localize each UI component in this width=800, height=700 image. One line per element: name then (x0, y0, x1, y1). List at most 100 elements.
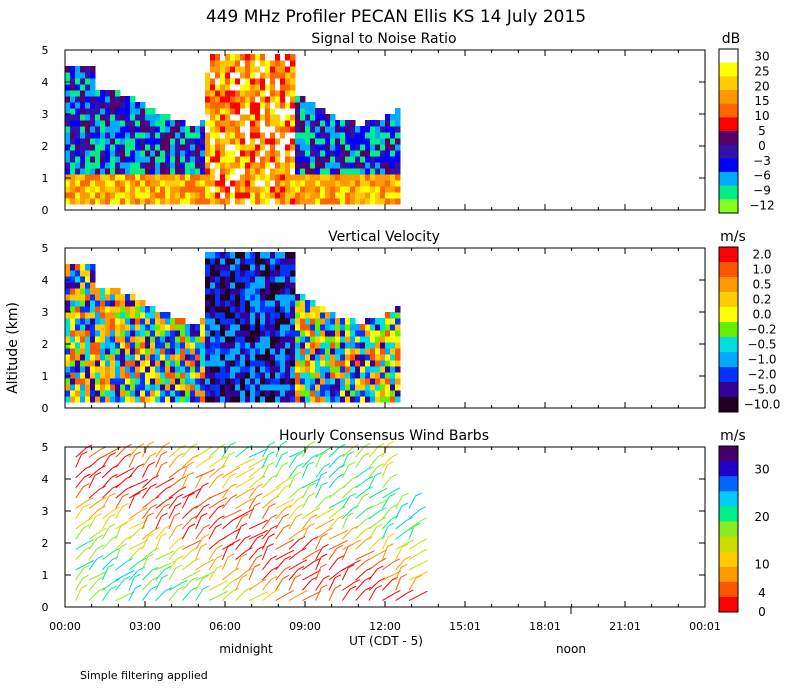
heatmap-cell (90, 66, 96, 73)
heatmap-cell (115, 360, 121, 367)
heatmap-cell (150, 342, 156, 349)
heatmap-cell (150, 360, 156, 367)
heatmap-cell (70, 192, 76, 199)
heatmap-cell (260, 60, 266, 67)
heatmap-cell (275, 252, 281, 259)
heatmap-cell (255, 60, 261, 67)
heatmap-cell (280, 288, 286, 295)
heatmap-cell (125, 384, 131, 391)
heatmap-cell (370, 342, 376, 349)
wind-barb (301, 482, 316, 499)
heatmap-cell (220, 168, 226, 175)
heatmap-cell (230, 78, 236, 85)
heatmap-cell (205, 336, 211, 343)
heatmap-cell (375, 144, 381, 151)
wind-barb (75, 524, 90, 540)
heatmap-cell (185, 378, 191, 385)
wind-barb (395, 527, 414, 540)
heatmap-cell (85, 384, 91, 391)
wind-barb (168, 452, 184, 468)
heatmap-cell (345, 342, 351, 349)
heatmap-cell (245, 78, 251, 85)
heatmap-cell (120, 144, 126, 151)
heatmap-cell (170, 156, 176, 163)
heatmap-cell (90, 378, 96, 385)
heatmap-cell (125, 144, 131, 151)
heatmap-cell (280, 270, 286, 277)
heatmap-cell (190, 390, 196, 397)
heatmap-cell (205, 120, 211, 127)
heatmap-cell (135, 360, 141, 367)
heatmap-cell (390, 396, 396, 403)
x-tick-label: 03:00 (129, 620, 161, 633)
heatmap-cell (75, 156, 81, 163)
heatmap-cell (265, 354, 271, 361)
heatmap-cell (160, 150, 166, 157)
heatmap-cell (245, 168, 251, 175)
heatmap-cell (275, 108, 281, 115)
heatmap-cell (75, 384, 81, 391)
heatmap-cell (200, 342, 206, 349)
wind-barb (275, 461, 289, 478)
x-tick-label: 18:01 (529, 620, 561, 633)
heatmap-cell (370, 126, 376, 133)
heatmap-cell (135, 198, 141, 205)
wind-barb (248, 475, 266, 489)
heatmap-cell (100, 180, 106, 187)
heatmap-cell (110, 372, 116, 379)
heatmap-cell (85, 120, 91, 127)
x-tick-label: 06:00 (209, 620, 241, 633)
heatmap-cell (130, 186, 136, 193)
heatmap-cell (370, 192, 376, 199)
heatmap-cell (350, 390, 356, 397)
heatmap-cell (165, 384, 171, 391)
wind-barb (315, 553, 328, 571)
heatmap-cell (325, 180, 331, 187)
heatmap-cell (115, 336, 121, 343)
wind-barb (115, 453, 131, 468)
heatmap-cell (100, 318, 106, 325)
heatmap-cell (285, 354, 291, 361)
wind-barb (155, 461, 168, 478)
heatmap-cell (300, 114, 306, 121)
wind-barb (181, 461, 195, 478)
wind-barb (381, 522, 395, 540)
heatmap-cell (155, 120, 161, 127)
heatmap-cell (180, 396, 186, 403)
heatmap-cell (240, 168, 246, 175)
heatmap-cell (90, 90, 96, 97)
heatmap-cell (300, 294, 306, 301)
heatmap-cell (380, 342, 386, 349)
wind-barb (381, 504, 398, 519)
heatmap-cell (285, 378, 291, 385)
colorbar-label: 0.5 (752, 278, 771, 292)
wind-barb (141, 553, 154, 571)
wind-barb (195, 571, 215, 581)
heatmap-cell (340, 198, 346, 205)
heatmap-cell (195, 186, 201, 193)
heatmap-cell (90, 396, 96, 403)
heatmap-cell (255, 156, 261, 163)
heatmap-cell (325, 192, 331, 199)
heatmap-cell (325, 360, 331, 367)
wind-barb (208, 544, 223, 560)
colorbar-swatch (719, 596, 738, 613)
heatmap-cell (145, 372, 151, 379)
wind-barb (75, 584, 88, 601)
heatmap-cell (310, 102, 316, 109)
heatmap-cell (295, 312, 301, 319)
heatmap-cell (285, 108, 291, 115)
heatmap-cell (395, 384, 401, 391)
heatmap-cell (290, 312, 296, 319)
heatmap-cell (320, 126, 326, 133)
heatmap-cell (335, 150, 341, 157)
heatmap-cell (130, 156, 136, 163)
heatmap-cell (75, 132, 81, 139)
wind-barb (88, 544, 104, 560)
heatmap-cell (360, 162, 366, 169)
heatmap-cell (230, 114, 236, 121)
heatmap-cell (330, 150, 336, 157)
heatmap-cell (380, 138, 386, 145)
